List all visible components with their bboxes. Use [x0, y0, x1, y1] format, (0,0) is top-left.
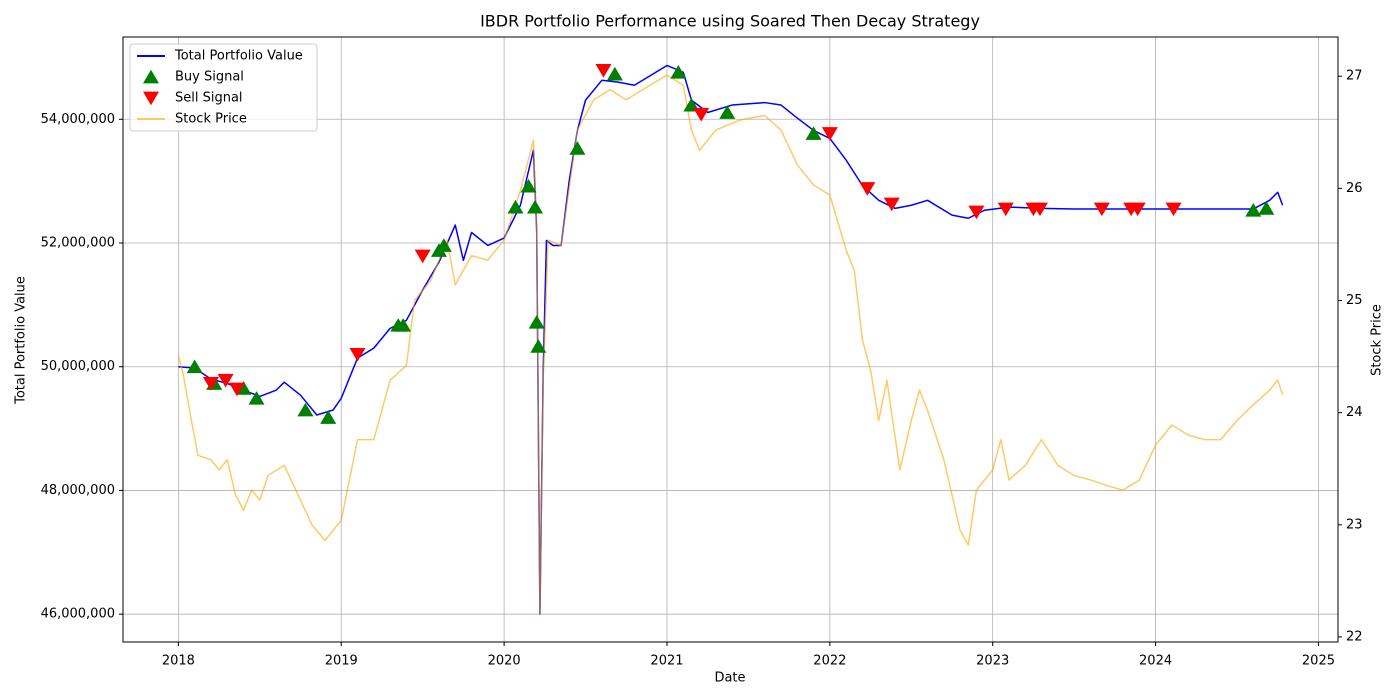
signal-marker [320, 410, 337, 424]
signal-marker [821, 127, 838, 141]
series-line [177, 74, 1284, 616]
y2-tick-label: 23 [1346, 517, 1363, 532]
y-tick-label: 54,000,000 [41, 112, 115, 127]
x-tick-label: 2021 [650, 654, 683, 669]
signal-marker [395, 318, 412, 332]
legend-swatch [143, 91, 159, 106]
y-tick-label: 46,000,000 [41, 607, 115, 622]
signal-marker [1258, 201, 1275, 215]
x-tick-label: 2018 [162, 654, 195, 669]
signal-marker [595, 64, 612, 78]
signal-marker [217, 373, 234, 388]
x-axis-label: Date [714, 671, 745, 686]
chart-title: IBDR Portfolio Performance using Soared … [480, 12, 980, 31]
signal-marker [670, 65, 687, 79]
legend-label: Total Portfolio Value [174, 49, 303, 64]
y2-tick-label: 27 [1346, 69, 1363, 84]
legend-swatch [143, 69, 159, 84]
signal-marker [414, 249, 431, 264]
x-tick-label: 2019 [325, 654, 358, 669]
y2-tick-label: 26 [1346, 181, 1363, 196]
legend-box [129, 43, 318, 132]
signal-marker [1245, 203, 1262, 217]
legend-label: Stock Price [175, 112, 247, 127]
signal-marker [693, 107, 710, 122]
signal-marker [528, 314, 545, 329]
y-tick-label: 50,000,000 [41, 359, 115, 374]
y2-axis-label: Stock Price [1370, 304, 1385, 376]
x-tick-label: 2022 [813, 654, 846, 669]
legend-label: Sell Signal [175, 91, 243, 106]
signal-marker [248, 391, 265, 405]
signal-marker [997, 202, 1014, 217]
x-tick-label: 2025 [1302, 654, 1335, 669]
signal-marker [883, 197, 900, 212]
x-tick-label: 2023 [976, 654, 1009, 669]
signal-marker [202, 377, 219, 391]
x-tick-label: 2024 [1139, 654, 1172, 669]
y2-tick-label: 22 [1346, 629, 1363, 644]
signal-marker [1129, 202, 1146, 217]
y2-tick-label: 25 [1346, 293, 1363, 308]
signal-marker [569, 141, 586, 155]
signal-marker [1093, 202, 1110, 217]
y-tick-label: 52,000,000 [41, 235, 115, 250]
legend-label: Buy Signal [175, 70, 244, 85]
x-tick-label: 2020 [488, 654, 521, 669]
plot-frame [122, 36, 1339, 643]
signal-marker [527, 199, 544, 214]
signal-marker [859, 182, 876, 196]
signal-marker [229, 382, 246, 397]
y-tick-label: 48,000,000 [41, 483, 115, 498]
signal-marker [186, 359, 203, 374]
signal-marker [297, 402, 314, 417]
y2-tick-label: 24 [1346, 405, 1363, 420]
signal-marker [507, 199, 524, 214]
signal-marker [349, 347, 366, 362]
signal-marker [805, 126, 822, 140]
signal-marker [1031, 202, 1048, 217]
signal-marker [1165, 202, 1182, 217]
signal-marker [435, 238, 452, 252]
y-axis-label: Total Portfolio Value [14, 276, 29, 405]
signal-marker [606, 66, 623, 81]
signal-marker [530, 339, 547, 353]
signal-marker [520, 178, 537, 193]
signal-marker [719, 105, 736, 119]
signal-marker [968, 205, 985, 220]
